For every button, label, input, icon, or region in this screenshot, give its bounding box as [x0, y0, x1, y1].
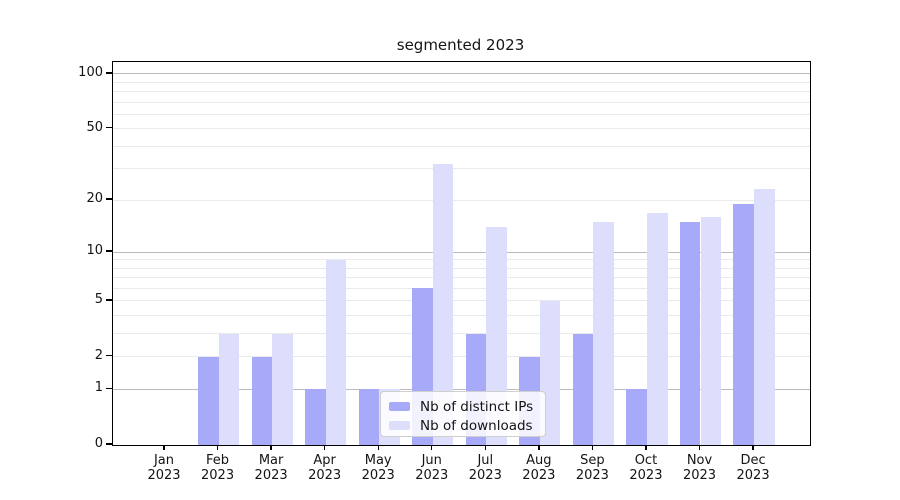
x-tick [484, 445, 486, 451]
x-tick-label: Feb 2023 [201, 453, 235, 483]
y-gridline-minor [113, 145, 810, 147]
y-tick-label: 5 [94, 291, 103, 307]
x-tick-label: Jul 2023 [468, 453, 502, 483]
y-gridline-minor [113, 333, 810, 334]
legend-swatch-distinct-ips [389, 402, 410, 411]
x-tick-label: Nov 2023 [682, 453, 717, 483]
bar-ips-may [358, 389, 380, 445]
x-tick-label: Dec 2023 [736, 453, 770, 483]
legend-label-distinct-ips: Nb of distinct IPs [420, 398, 534, 415]
y-tick-label: 50 [86, 119, 103, 135]
x-tick [270, 445, 272, 451]
y-tick-label: 10 [86, 243, 103, 259]
x-tick-label: Jan 2023 [147, 453, 181, 483]
y-gridline-minor [113, 300, 810, 302]
bar-ips-nov [679, 222, 701, 445]
y-tick [106, 72, 112, 74]
y-gridline-minor [113, 113, 810, 115]
legend-item-distinct-ips: Nb of distinct IPs [389, 397, 537, 416]
bar-ips-sep [572, 333, 594, 445]
y-tick-label: 0 [94, 436, 103, 451]
legend-swatch-downloads [389, 421, 410, 430]
bar-downloads-nov [700, 217, 722, 445]
x-tick-label: May 2023 [361, 453, 395, 483]
y-tick-label: 20 [86, 191, 103, 207]
x-tick [752, 445, 754, 451]
y-gridline-major [113, 388, 810, 390]
x-tick-label: Jun 2023 [415, 453, 449, 483]
bar-ips-feb [197, 356, 219, 445]
bar-downloads-sep [593, 222, 614, 445]
bar-downloads-feb [218, 333, 240, 445]
bar-ips-dec [733, 204, 755, 445]
y-gridline-minor [113, 81, 810, 83]
y-tick [106, 299, 112, 301]
legend-label-downloads: Nb of downloads [420, 417, 533, 434]
y-tick-label: 1 [94, 380, 103, 396]
x-tick-label: Oct 2023 [629, 453, 663, 483]
bar-downloads-mar [272, 333, 293, 445]
legend-item-downloads: Nb of downloads [389, 416, 537, 435]
y-tick [106, 127, 112, 129]
x-tick [645, 445, 647, 451]
x-tick [323, 445, 326, 451]
x-tick [538, 445, 540, 451]
y-gridline-minor [113, 315, 810, 317]
bar-downloads-dec [754, 189, 775, 445]
x-tick-label: Aug 2023 [522, 453, 556, 483]
y-gridline-major [113, 251, 810, 253]
y-gridline-minor [113, 259, 810, 261]
bar-ips-oct [626, 389, 647, 445]
y-tick [106, 250, 112, 252]
y-tick [106, 198, 112, 200]
bar-downloads-jun [432, 163, 454, 445]
bar-ips-apr [305, 389, 326, 445]
y-gridline-minor [113, 128, 810, 130]
y-tick-label: 2 [94, 347, 103, 363]
x-tick [216, 445, 219, 451]
x-tick [163, 445, 165, 451]
bar-downloads-jul [486, 227, 507, 445]
chart-title: segmented 2023 [396, 36, 525, 54]
x-tick [431, 445, 433, 451]
y-gridline-minor [113, 267, 810, 269]
x-tick-label: Sep 2023 [575, 453, 609, 483]
bar-ips-mar [251, 356, 273, 445]
x-tick [591, 445, 594, 451]
y-tick [106, 387, 112, 389]
y-tick [106, 354, 112, 357]
x-tick-label: Apr 2023 [308, 453, 342, 483]
y-gridline-minor [113, 91, 810, 93]
x-tick [377, 445, 379, 451]
x-tick [698, 445, 701, 451]
legend: Nb of distinct IPs Nb of downloads [380, 391, 546, 437]
y-gridline-minor [113, 277, 810, 279]
y-gridline-minor [113, 287, 810, 289]
plot-area [112, 61, 811, 446]
y-gridline-major [113, 73, 810, 75]
bar-downloads-oct [646, 212, 668, 445]
y-tick-label: 100 [78, 64, 103, 80]
y-tick [106, 443, 112, 445]
y-gridline-minor [113, 356, 810, 358]
y-gridline-minor [113, 101, 810, 103]
y-gridline-minor [113, 168, 810, 170]
x-tick-label: Mar 2023 [254, 453, 288, 483]
bar-downloads-apr [325, 259, 347, 445]
y-gridline-minor [113, 199, 810, 201]
